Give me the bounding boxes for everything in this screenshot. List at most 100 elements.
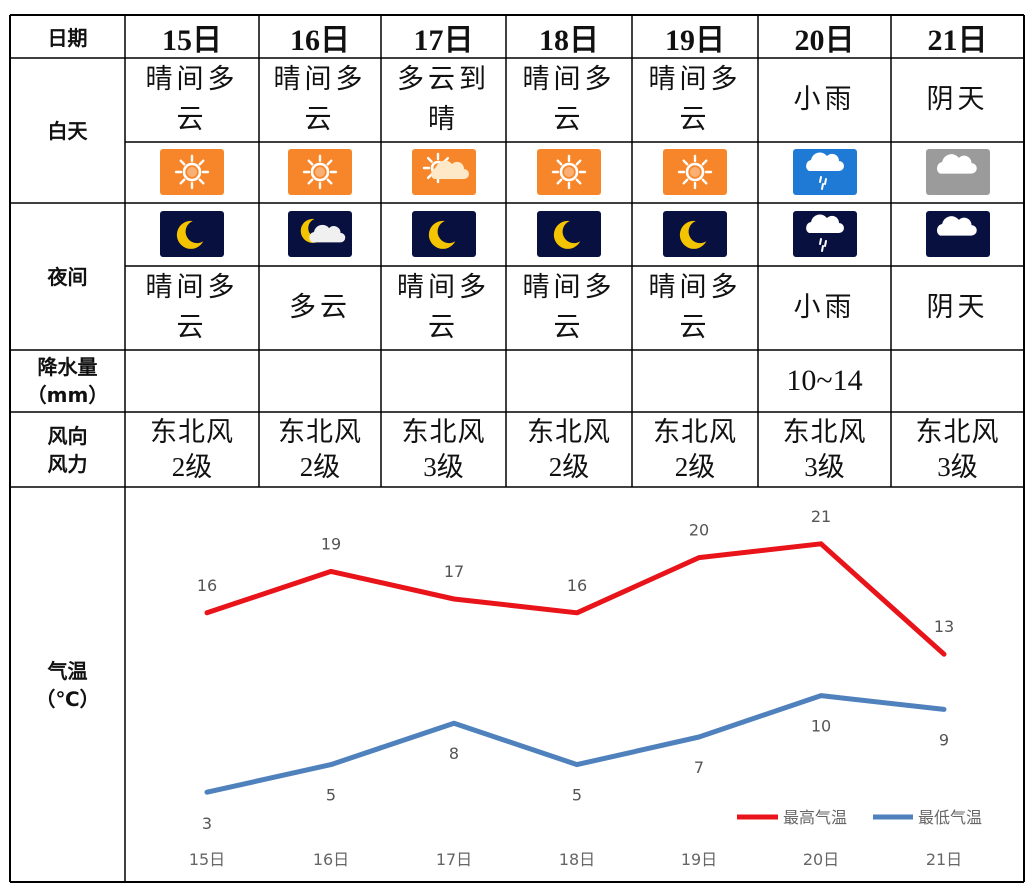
day-header-cell: 15日 (125, 15, 259, 58)
low-temp-data-label: 10 (811, 717, 831, 736)
legend-low-label: 最低气温 (918, 808, 982, 827)
night-condition-text: 云 (679, 312, 711, 343)
daytime-row-label: 白天 (10, 58, 125, 203)
high-temp-data-label: 19 (321, 534, 341, 553)
sun-icon (663, 149, 727, 195)
night-condition-cell: 晴间多云 (381, 266, 506, 350)
day-condition-text: 云 (553, 104, 585, 135)
wind-row-label: 风向 风力 (10, 412, 125, 487)
wind-level-text: 2级 (299, 451, 341, 482)
day-header-label: 17日 (413, 23, 474, 57)
wind-direction-label: 风向 (47, 423, 88, 448)
night-condition-cell: 多云 (259, 266, 381, 350)
night-condition-text: 阴天 (926, 292, 989, 323)
high-temp-data-label: 17 (444, 562, 464, 581)
day-header-cell: 19日 (632, 15, 758, 58)
date-header-label: 日期 (47, 26, 88, 50)
wind-direction-text: 东北风 (915, 416, 1000, 448)
sun-icon (288, 149, 352, 195)
night-condition-cell: 小雨 (758, 266, 891, 350)
night-condition-cell: 晴间多云 (632, 266, 758, 350)
moon-icon (663, 211, 727, 257)
low-temp-data-label: 5 (326, 786, 336, 805)
wind-cell: 东北风 2级 (632, 412, 758, 487)
low-temp-data-label: 5 (572, 786, 582, 805)
night-condition-text: 云 (553, 312, 585, 343)
day-condition-text: 晴间多 (648, 64, 742, 95)
temperature-row-label: 气温 （℃） (10, 487, 125, 882)
high-temp-data-label: 20 (689, 521, 709, 540)
wind-level-text: 3级 (804, 451, 845, 482)
low-temp-data-label: 8 (449, 744, 459, 763)
wind-level-text: 3级 (423, 451, 464, 482)
day-condition-text: 小雨 (793, 84, 856, 115)
precip-cell (259, 350, 381, 412)
night-condition-text: 晴间多 (648, 272, 742, 303)
day-condition-text: 云 (176, 104, 208, 135)
day-header-cell: 21日 (891, 15, 1024, 58)
x-tick-label: 15日 (189, 850, 225, 869)
precip-value: 10~14 (786, 364, 863, 397)
night-condition-text: 晴间多 (522, 272, 616, 303)
x-tick-label: 21日 (926, 850, 962, 869)
x-tick-label: 18日 (559, 850, 595, 869)
day-condition-cell: 晴间多云 (632, 58, 758, 142)
low-temp-data-label: 9 (939, 730, 949, 749)
day-header-label: 15日 (162, 23, 222, 57)
x-tick-label: 17日 (436, 850, 472, 869)
wind-level-text: 3级 (937, 451, 978, 482)
day-header-label: 19日 (665, 23, 725, 57)
precip-cell (125, 350, 259, 412)
wind-direction-text: 东北风 (150, 416, 234, 448)
night-condition-text: 云 (428, 312, 459, 343)
precip-cell (632, 350, 758, 412)
moon-cloud-icon (288, 211, 352, 257)
temperature-label: 气温 (47, 658, 88, 683)
precip-label: 降水量 (37, 355, 98, 379)
night-condition-text: 多云 (289, 292, 351, 323)
legend-high-label: 最高气温 (783, 808, 847, 827)
day-header-label: 21日 (927, 23, 988, 57)
precip-cell (381, 350, 506, 412)
night-condition-cell: 晴间多云 (125, 266, 259, 350)
rain-cloud-icon (792, 149, 857, 195)
date-header-cell: 日期 (10, 15, 125, 58)
day-header-label: 16日 (290, 23, 350, 57)
daytime-label: 白天 (47, 118, 88, 143)
wind-cell: 东北风 3级 (891, 412, 1024, 487)
night-condition-text: 小雨 (793, 292, 856, 323)
cloud-icon (925, 211, 990, 257)
cloud-icon (925, 149, 990, 195)
sun-icon (160, 149, 224, 195)
wind-direction-text: 东北风 (401, 416, 486, 448)
night-condition-cell: 晴间多云 (506, 266, 632, 350)
day-condition-cell: 多云到晴 (381, 58, 506, 142)
wind-cell: 东北风 3级 (758, 412, 891, 487)
low-temp-data-label: 3 (202, 814, 212, 833)
precip-cell (506, 350, 632, 412)
day-header-cell: 16日 (259, 15, 381, 58)
wind-level-text: 2级 (548, 451, 590, 482)
day-header-label: 20日 (794, 23, 855, 57)
day-condition-text: 晴间多 (522, 64, 616, 95)
night-condition-cell: 阴天 (891, 266, 1024, 350)
sun-icon (537, 149, 601, 195)
low-temp-line (204, 693, 947, 795)
day-condition-text: 阴天 (926, 84, 989, 115)
high-temp-line (204, 541, 947, 657)
moon-icon (537, 211, 601, 257)
wind-cell: 东北风 2级 (259, 412, 381, 487)
night-condition-text: 云 (176, 312, 208, 343)
precip-cell (891, 350, 1024, 412)
day-header-label: 18日 (539, 23, 599, 57)
high-temp-data-label: 16 (567, 576, 587, 595)
wind-direction-text: 东北风 (278, 416, 362, 448)
wind-direction-text: 东北风 (782, 416, 867, 448)
night-label: 夜间 (47, 264, 88, 289)
moon-icon (160, 211, 224, 257)
rain-cloud-icon (792, 211, 857, 257)
wind-level-text: 2级 (674, 451, 716, 482)
temperature-chart: 16 19 17 16 20 21 13 3 5 8 5 7 10 9 15日 16日 17日 18日 19日 20日… (189, 507, 982, 869)
wind-direction-text: 东北风 (653, 416, 737, 448)
